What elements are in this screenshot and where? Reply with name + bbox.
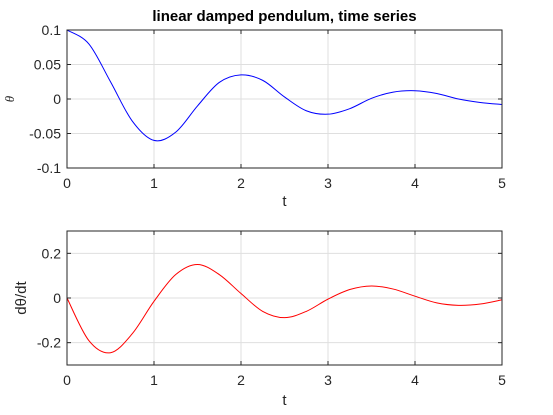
top-x-tick-label: 1 xyxy=(150,175,158,191)
bottom-x-tick-label: 1 xyxy=(150,372,158,388)
top-x-tick-label: 2 xyxy=(237,175,245,191)
top-y-tick-label: 0.05 xyxy=(34,57,61,73)
bottom-x-tick-label: 0 xyxy=(63,372,71,388)
bottom-y-tick-label: 0 xyxy=(53,290,61,306)
bottom-x-tick-label: 3 xyxy=(324,372,332,388)
top-y-tick-label: -0.05 xyxy=(29,126,61,142)
bottom-x-tick-label: 5 xyxy=(498,372,506,388)
bottom-x-tick-label: 2 xyxy=(237,372,245,388)
bottom-x-axis-label: t xyxy=(282,392,287,409)
bottom-x-tick-label: 4 xyxy=(411,372,419,388)
top-series-line xyxy=(66,29,503,142)
top-x-tick-label: 3 xyxy=(324,175,332,191)
top-y-tick-label: -0.1 xyxy=(37,160,61,176)
bottom-y-axis-label: dθ/dt xyxy=(13,280,30,314)
bottom-axes: 0 1 2 3 4 5 -0.2 0 0.2 t dθ/dt xyxy=(13,230,506,409)
bottom-series-line xyxy=(66,263,503,354)
top-y-axis-label: θ xyxy=(2,95,17,102)
top-x-tick-label: 5 xyxy=(498,175,506,191)
bottom-y-tick-label: 0.2 xyxy=(42,245,62,261)
top-y-tick-label: 0.1 xyxy=(42,22,62,38)
top-x-tick-label: 4 xyxy=(411,175,419,191)
top-y-tick-label: 0 xyxy=(53,91,61,107)
bottom-y-tick-label: -0.2 xyxy=(37,335,61,351)
top-x-tick-label: 0 xyxy=(63,175,71,191)
top-x-axis-label: t xyxy=(282,193,287,210)
chart-title: linear damped pendulum, time series xyxy=(152,8,416,25)
top-axes: 0 1 2 3 4 5 -0.1 -0.05 0 0.05 0.1 linear damped pen… xyxy=(2,8,506,210)
